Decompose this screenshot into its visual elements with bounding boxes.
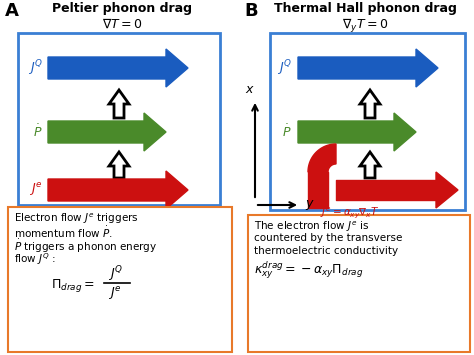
Text: flow $J^Q$ :: flow $J^Q$ :	[14, 251, 56, 267]
Text: momentum flow $\dot{P}$.: momentum flow $\dot{P}$.	[14, 225, 113, 240]
Text: $x$: $x$	[245, 83, 255, 96]
Polygon shape	[48, 171, 188, 209]
Text: $\dot{P}$: $\dot{P}$	[34, 124, 43, 140]
Text: $\nabla T = 0$: $\nabla T = 0$	[102, 17, 142, 31]
Polygon shape	[436, 172, 458, 208]
Polygon shape	[360, 152, 380, 178]
Polygon shape	[109, 152, 129, 178]
Text: B: B	[244, 2, 258, 20]
Text: $\Pi_{drag}=$: $\Pi_{drag}=$	[51, 277, 95, 294]
FancyBboxPatch shape	[248, 215, 470, 352]
Polygon shape	[48, 113, 166, 151]
Polygon shape	[298, 113, 416, 151]
Polygon shape	[48, 49, 188, 87]
Text: Peltier phonon drag: Peltier phonon drag	[52, 2, 192, 15]
Text: $\dot{P}$: $\dot{P}$	[283, 124, 292, 140]
Text: The electron flow $J^e$ is: The electron flow $J^e$ is	[254, 220, 369, 234]
Text: $\dot{P}$ triggers a phonon energy: $\dot{P}$ triggers a phonon energy	[14, 238, 157, 255]
Text: Thermal Hall phonon drag: Thermal Hall phonon drag	[273, 2, 456, 15]
FancyBboxPatch shape	[8, 207, 232, 352]
Text: $J^e$: $J^e$	[108, 285, 122, 302]
Text: thermoelectric conductivity: thermoelectric conductivity	[254, 246, 398, 256]
Polygon shape	[308, 144, 336, 172]
Text: countered by the transverse: countered by the transverse	[254, 233, 402, 243]
Text: Electron flow $J^e$ triggers: Electron flow $J^e$ triggers	[14, 212, 139, 226]
Text: $J^Q$: $J^Q$	[277, 58, 292, 78]
Text: $J^Q$: $J^Q$	[108, 264, 123, 284]
FancyBboxPatch shape	[270, 33, 465, 210]
Polygon shape	[298, 49, 438, 87]
Text: $J^e$: $J^e$	[29, 181, 43, 198]
Text: $J^Q$: $J^Q$	[28, 58, 43, 78]
Text: A: A	[5, 2, 19, 20]
Polygon shape	[109, 90, 129, 118]
Text: $y$: $y$	[305, 198, 315, 212]
Text: $\kappa_{xy}^{drag} = -\alpha_{xy}\Pi_{drag}$: $\kappa_{xy}^{drag} = -\alpha_{xy}\Pi_{d…	[254, 260, 363, 282]
FancyBboxPatch shape	[18, 33, 220, 205]
Text: $J^e = \alpha_{xy}\nabla_x T$: $J^e = \alpha_{xy}\nabla_x T$	[320, 205, 379, 220]
Polygon shape	[360, 90, 380, 118]
Text: $\nabla_y T = 0$: $\nabla_y T = 0$	[342, 17, 388, 35]
